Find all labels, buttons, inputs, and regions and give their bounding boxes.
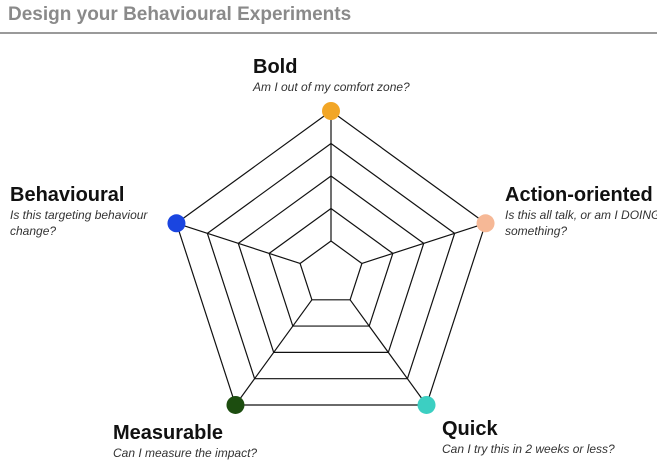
- axis-question: Can I measure the impact?: [113, 446, 257, 460]
- axis-dot: [167, 214, 186, 233]
- ring: [206, 142, 456, 380]
- axis-question: Is this targeting behaviour: [10, 208, 148, 222]
- title: Design your Behavioural Experiments: [8, 4, 351, 25]
- axis-dot: [226, 395, 245, 414]
- axis-label: Bold: [253, 56, 297, 78]
- ring: [237, 175, 425, 353]
- axis-question: something?: [505, 224, 567, 238]
- radar-grid: [175, 110, 487, 406]
- ring: [268, 207, 394, 327]
- axis-dot: [322, 102, 340, 120]
- ring: [175, 110, 487, 406]
- spoke: [361, 222, 486, 265]
- axis-question: Is this all talk, or am I DOING: [505, 208, 657, 222]
- spoke: [176, 222, 301, 265]
- axis-dot: [417, 395, 436, 414]
- axis-label: Behavioural: [10, 184, 124, 206]
- axis-question: Am I out of my comfort zone?: [252, 80, 410, 94]
- spoke: [234, 299, 313, 406]
- axis-question: Can I try this in 2 weeks or less?: [442, 442, 615, 456]
- axis-dot: [476, 214, 495, 233]
- ring: [299, 240, 363, 301]
- axis-label: Quick: [442, 418, 498, 440]
- axis-label: Action-oriented: [505, 184, 653, 206]
- axis-label: Measurable: [113, 422, 223, 444]
- spoke: [349, 299, 428, 406]
- axis-question: change?: [10, 224, 56, 238]
